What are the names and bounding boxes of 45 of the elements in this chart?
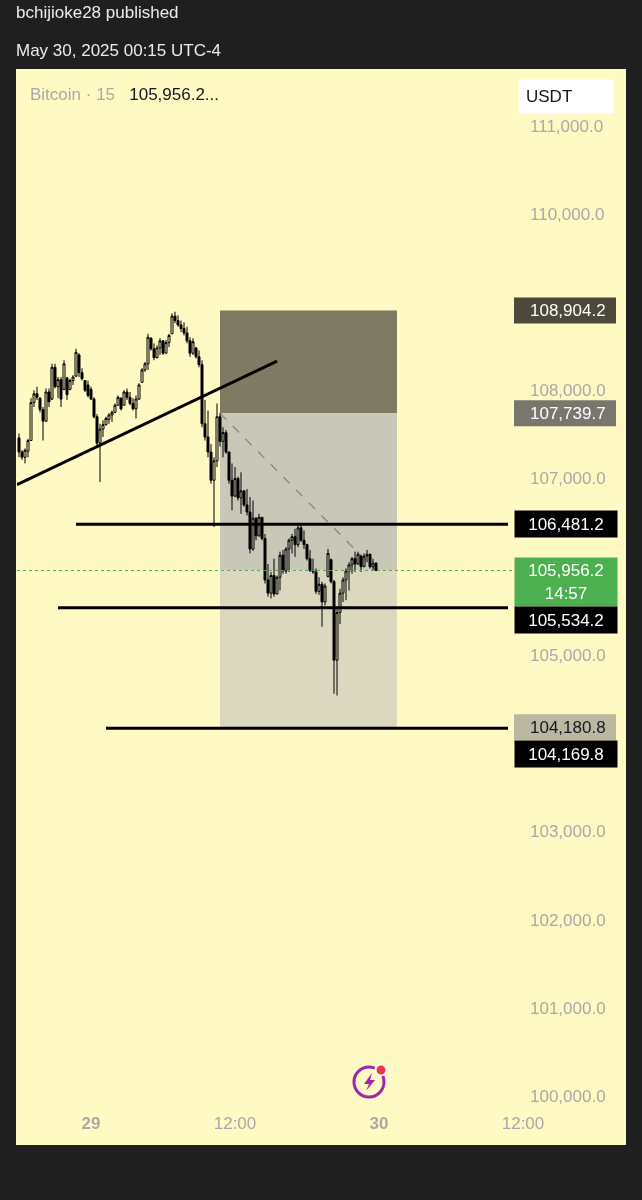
candlestick: [239, 471, 242, 515]
candlestick: [77, 352, 80, 378]
candlestick: [374, 562, 377, 572]
candlestick: [353, 551, 356, 573]
candlestick: [359, 554, 362, 573]
candlestick: [272, 558, 275, 598]
candlestick: [17, 432, 20, 458]
y-tick-label: 108,904.2: [529, 301, 606, 321]
data-label: 105,534.2: [527, 610, 604, 630]
y-tick-label: 104,180.8: [529, 718, 606, 738]
y-tick-label: 105,000.0: [529, 645, 606, 665]
ref-line-label: 105,956.2 14:57: [527, 561, 604, 603]
candlestick: [161, 339, 164, 356]
data-label: 106,481.2: [527, 514, 604, 534]
candlestick: [158, 337, 161, 356]
candlestick: [362, 552, 365, 568]
text: bchijioke28 published: [16, 2, 180, 24]
y-tick-label: 101,000.0: [529, 998, 606, 1018]
candlestick: [191, 337, 194, 356]
candlestick: [287, 537, 290, 573]
y-tick-label: 110,000.0: [529, 204, 604, 224]
candlestick: [293, 528, 296, 558]
candlestick: [176, 314, 179, 328]
x-tick-label: 30: [369, 1114, 388, 1133]
candlestick: [86, 380, 89, 398]
candlestick: [251, 500, 254, 552]
text: 105,956.2...: [128, 84, 219, 104]
y-tick-label: 107,739.7: [529, 404, 606, 424]
y-tick-label: 100,000.0: [529, 1086, 606, 1106]
x-tick-label: 29: [81, 1114, 100, 1133]
y-axis-title: USDT: [525, 87, 572, 106]
x-tick-label: 12:00: [501, 1114, 544, 1133]
candlestick: [257, 513, 260, 538]
y-tick-label: 103,000.0: [529, 822, 606, 842]
data-label: 104,169.8: [527, 744, 604, 764]
candlestick: [107, 412, 110, 425]
y-tick-label: 107,000.0: [529, 469, 606, 489]
candlestick: [368, 552, 371, 569]
x-tick-label: 12:00: [213, 1114, 256, 1133]
text: May 30, 2025 00:15 UTC-4: [16, 40, 222, 62]
text: Bitcoin · 15: [29, 84, 115, 104]
y-tick-label: 111,000.0: [529, 116, 603, 136]
y-tick-label: 102,000.0: [529, 910, 606, 930]
candlestick: [278, 551, 281, 591]
y-tick-label: 108,000.0: [529, 381, 606, 401]
